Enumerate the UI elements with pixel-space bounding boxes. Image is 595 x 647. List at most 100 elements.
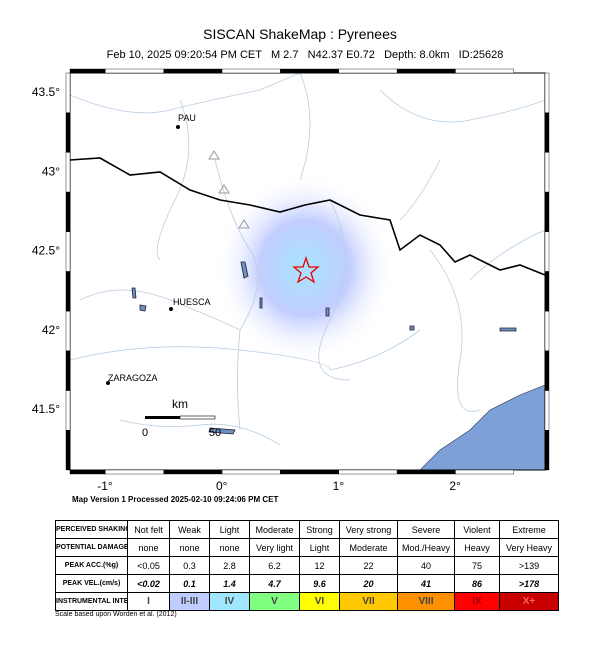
table-row: INSTRUMENTAL INTENSITYIII-IIIIVVVIVIIVII… [55, 592, 559, 611]
frame-bar [280, 469, 339, 475]
frame-bars [65, 68, 550, 475]
frame-bar [338, 68, 398, 74]
map: PAU HUESCA ZARAGOZA km 0 50 [70, 73, 545, 470]
row-header: INSTRUMENTAL INTENSITY [55, 592, 128, 611]
table-cell: 0.3 [169, 556, 210, 575]
lon-label: 0° [216, 479, 228, 493]
table-cell: Heavy [454, 538, 500, 557]
table-row: PEAK VEL.(cm/s) <0.02 0.1 1.4 4.7 9.6 20 41 86 >1… [55, 574, 559, 593]
frame-bar [455, 469, 515, 475]
frame-bar [338, 469, 398, 475]
lon-label: -1° [97, 479, 113, 493]
table-cell: Extreme [499, 520, 559, 539]
table-cell: X+ [499, 592, 559, 611]
table-cell: 9.6 [299, 574, 340, 593]
scale-tick: 0 [142, 427, 148, 439]
table-cell: I [127, 592, 170, 611]
table-cell: >139 [499, 556, 559, 575]
table-cell: 22 [339, 556, 398, 575]
table-cell: 0.1 [169, 574, 210, 593]
table-cell: 75 [454, 556, 500, 575]
scale-bar [145, 415, 216, 420]
table-row: PERCEIVED SHAKING Not felt Weak Light Modera… [55, 520, 559, 539]
frame-bar [65, 152, 71, 193]
table-cell: Severe [397, 520, 455, 539]
table-cell: II-III [169, 592, 210, 611]
table-cell: 86 [454, 574, 500, 593]
lat-label: 42° [42, 323, 60, 337]
table-cell: Violent [454, 520, 500, 539]
place-label: ZARAGOZA [108, 373, 158, 383]
place-label: PAU [178, 113, 196, 123]
table-cell: Very strong [339, 520, 398, 539]
epicenter [292, 255, 320, 284]
lat-label: 41.5° [32, 402, 60, 416]
lat-label: 43° [42, 164, 60, 178]
table-cell: 1.4 [209, 574, 250, 593]
table-cell: none [209, 538, 250, 557]
frame-bar [65, 350, 71, 391]
table-cell: IV [209, 592, 250, 611]
table-cell: >178 [499, 574, 559, 593]
city-dot [106, 381, 110, 385]
table-cell: 20 [339, 574, 398, 593]
frame-bar [65, 112, 71, 153]
table-cell: 4.7 [249, 574, 300, 593]
table-row: PEAK ACC.(%g) <0.05 0.3 2.8 6.2 12 22 40 75 >139 [55, 556, 559, 575]
table-cell: none [127, 538, 170, 557]
frame-bar [544, 231, 550, 272]
frame-bar [105, 469, 164, 475]
frame-bar [65, 390, 71, 431]
place-label: HUESCA [173, 297, 211, 307]
lon-label: 2° [449, 479, 461, 493]
frame-bar [544, 350, 550, 391]
table-cell: 2.8 [209, 556, 250, 575]
frame-bar [396, 68, 456, 74]
frame-bar [69, 68, 106, 74]
table-cell: Mod./Heavy [397, 538, 455, 557]
row-header: POTENTIAL DAMAGE [55, 538, 128, 557]
row-header: PEAK VEL.(cm/s) [55, 574, 128, 593]
frame-bar [105, 68, 164, 74]
frame-bar [544, 271, 550, 312]
table-cell: none [169, 538, 210, 557]
table-cell: 6.2 [249, 556, 300, 575]
stations [208, 150, 250, 229]
frame-bar [544, 72, 550, 113]
footnote: Scale based upon Worden et al. (2012) [55, 611, 177, 618]
lakes [131, 261, 517, 435]
frame-bar [396, 469, 456, 475]
frame-bar [280, 68, 339, 74]
table-cell: 41 [397, 574, 455, 593]
frame-bar [221, 68, 281, 74]
frame-bar [544, 152, 550, 193]
table-cell: Not felt [127, 520, 170, 539]
map-figure: SISCAN ShakeMap : Pyrenees Feb 10, 2025 … [32, 26, 550, 504]
intensity-table: PERCEIVED SHAKING Not felt Weak Light Modera… [55, 520, 559, 611]
table-cell: Very light [249, 538, 300, 557]
shaking-area [215, 173, 395, 363]
table-cell: VI [299, 592, 340, 611]
lon-label: 1° [333, 479, 345, 493]
frame-bar [69, 469, 106, 475]
table-cell: Moderate [249, 520, 300, 539]
table-cell: Light [299, 538, 340, 557]
table-cell: Weak [169, 520, 210, 539]
sea [419, 384, 545, 470]
frame-bar [65, 271, 71, 312]
table-cell: 12 [299, 556, 340, 575]
lat-label: 43.5° [32, 85, 60, 99]
rivers [70, 73, 545, 446]
table-cell: VII [339, 592, 398, 611]
frame-bar [163, 469, 223, 475]
frame-bar [455, 68, 515, 74]
table-cell: <0.02 [127, 574, 170, 593]
city-dot [176, 125, 180, 129]
table-cell: VIII [397, 592, 455, 611]
table-cell: Moderate [339, 538, 398, 557]
frame-bar [65, 231, 71, 272]
frame-bar [163, 68, 223, 74]
border [70, 157, 545, 276]
frame-bar [544, 311, 550, 352]
